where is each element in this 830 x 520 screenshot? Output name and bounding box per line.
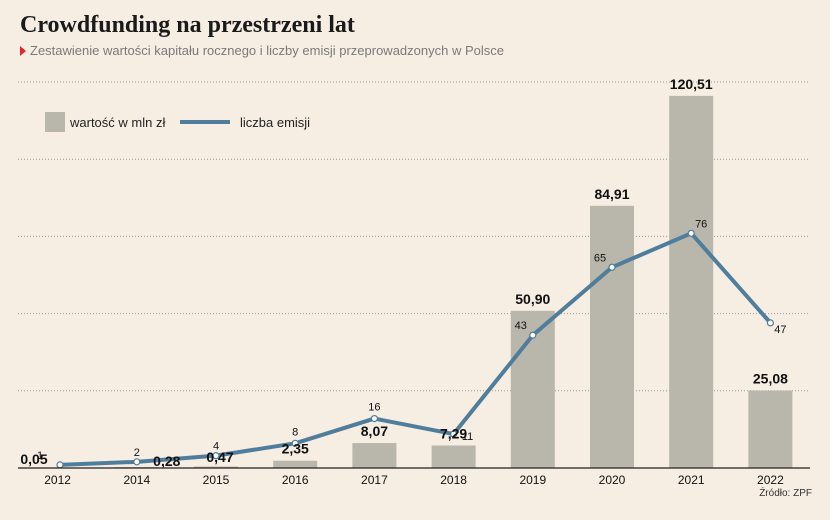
line-value-label: 65 [594, 252, 606, 264]
x-tick-label: 2020 [599, 473, 626, 487]
bar-value-label: 25,08 [753, 371, 788, 387]
data-labels: 0,05 0,28 0,47 2,35 8,07 7,29 50,90 84,91 120,51… [20, 76, 788, 469]
chart-title: Crowdfunding na przestrzeni lat [20, 12, 355, 38]
line-value-label: 43 [515, 320, 527, 332]
x-tick-label: 2018 [440, 473, 467, 487]
line-value-label: 47 [774, 324, 786, 336]
line-point-2021 [687, 229, 695, 237]
x-tick-label: 2014 [123, 473, 150, 487]
line-point-2016 [291, 439, 299, 447]
x-tick-label: 2016 [282, 473, 309, 487]
line-point-2022 [766, 319, 775, 327]
x-tick-label: 2015 [203, 473, 230, 487]
line-value-label: 1 [37, 450, 43, 462]
bar-series [35, 95, 793, 469]
line-value-label: 11 [462, 431, 473, 443]
chart-subtitle-text: Zestawienie wartości kapitału rocznego i… [30, 43, 504, 58]
x-tick-label: 2012 [44, 473, 71, 487]
legend-bar-swatch [45, 112, 65, 132]
x-tick-label: 2019 [519, 473, 546, 487]
line-value-label: 2 [134, 447, 140, 459]
line-value-label: 4 [213, 441, 219, 453]
bar-value-label: 0,28 [153, 453, 180, 469]
subtitle-marker-icon [20, 46, 26, 56]
bar-value-label: 84,91 [594, 186, 629, 202]
x-tick-label: 2021 [678, 473, 705, 487]
bar-2022 [748, 390, 793, 468]
legend: wartość w mln zł liczba emisji [45, 112, 310, 132]
x-tick-label: 2017 [361, 473, 388, 487]
line-point-2018 [450, 430, 458, 438]
bar-value-label: 8,07 [361, 423, 388, 439]
line-point-2015 [212, 452, 220, 460]
chart-subtitle: Zestawienie wartości kapitału rocznego i… [20, 43, 504, 58]
legend-line-label: liczba emisji [240, 115, 310, 130]
bar-2015 [194, 466, 238, 468]
source-note: Źródło: ZPF [759, 488, 812, 499]
bar-value-label: 2,35 [282, 441, 309, 457]
bar-value-label: 0,05 [20, 451, 47, 467]
line-point-2020 [608, 263, 616, 271]
bar-2018 [431, 445, 476, 468]
bar-2016 [273, 460, 318, 468]
bar-value-label: 50,90 [515, 291, 550, 307]
line-value-label: 76 [695, 218, 707, 230]
bar-value-label: 7,29 [440, 425, 467, 441]
bar-value-label: 0,47 [206, 449, 233, 465]
bar-2017 [352, 443, 397, 468]
x-axis: 2012 2014 2015 2016 2017 2018 2019 2020 2021 2022 [18, 467, 810, 487]
bar-2021 [669, 95, 714, 469]
legend-bar-label: wartość w mln zł [69, 115, 165, 130]
line-point-2017 [370, 414, 378, 423]
bar-value-label: 120,51 [670, 76, 713, 92]
x-tick-label: 2022 [757, 473, 784, 487]
series-line [59, 231, 772, 467]
line-point-2012 [56, 461, 64, 469]
line-point-2014 [133, 458, 141, 466]
line-point-2019 [529, 331, 537, 339]
line-series [56, 229, 775, 469]
bar-2020 [590, 205, 634, 468]
line-value-label: 8 [292, 426, 298, 438]
line-value-label: 16 [368, 402, 380, 414]
